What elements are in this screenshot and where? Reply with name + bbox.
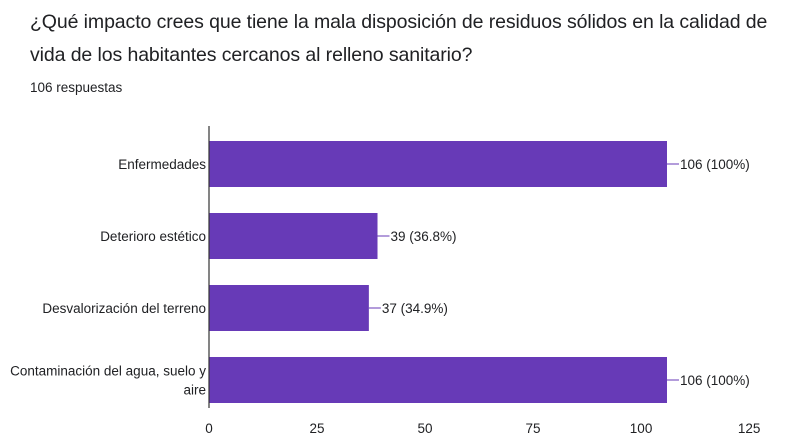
x-tick-label-0: 0: [205, 421, 213, 436]
data-label-0: 106 (100%): [680, 157, 750, 172]
data-label-3: 106 (100%): [680, 373, 750, 388]
x-tick-label-3: 75: [526, 421, 541, 436]
x-tick-label-5: 125: [738, 421, 761, 436]
category-label-3-line-0: Contaminación del agua, suelo y: [10, 364, 206, 379]
x-tick-label-1: 25: [310, 421, 325, 436]
bar-3: [209, 357, 667, 403]
category-label-3-line-1: aire: [183, 383, 206, 398]
category-label-2: Desvalorización del terreno: [42, 301, 206, 316]
question-title: ¿Qué impacto crees que tiene la mala dis…: [30, 11, 768, 66]
bar-0: [209, 141, 667, 187]
bar-2: [209, 285, 369, 331]
data-label-2: 37 (34.9%): [382, 301, 448, 316]
category-label-0: Enfermedades: [118, 157, 206, 172]
response-count: 106 respuestas: [30, 80, 123, 95]
category-label-1: Deterioro estético: [100, 229, 206, 244]
x-tick-label-2: 50: [418, 421, 433, 436]
bar-1: [209, 213, 378, 259]
data-label-1: 39 (36.8%): [391, 229, 457, 244]
x-tick-label-4: 100: [630, 421, 653, 436]
